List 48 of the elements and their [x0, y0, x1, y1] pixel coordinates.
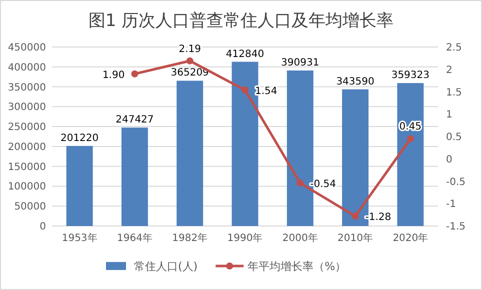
- y2-tick-label: -0.5: [446, 176, 466, 188]
- y2-tick-label: 2: [446, 64, 452, 76]
- y-tick-label: 100000: [8, 182, 46, 193]
- y2-tick-label: 0: [446, 154, 452, 166]
- legend-label: 常住人口(人): [134, 260, 198, 273]
- data-label: 359323: [391, 70, 430, 82]
- y2-tick-label: 1: [446, 110, 452, 121]
- point: [242, 86, 248, 94]
- bar: [66, 146, 93, 226]
- data-label: 0.45: [399, 122, 422, 133]
- chart-title: 图1 历次人口普查常住人口及年均增长率: [88, 11, 394, 31]
- point: [406, 135, 414, 142]
- data-label: 1.90: [102, 70, 125, 81]
- y2-tick-label: 0.5: [446, 132, 462, 143]
- x-tick-label: 1953年: [62, 232, 98, 244]
- bar: [176, 80, 204, 226]
- x-tick-label: 2000年: [282, 232, 318, 244]
- y2-tick-label: -1.5: [446, 222, 466, 232]
- y-tick-label: 0: [40, 222, 46, 232]
- bar: [121, 128, 148, 226]
- point: [186, 57, 194, 64]
- bar: [397, 83, 424, 226]
- y-tick-label: 250000: [8, 122, 46, 134]
- y2-tick-label: 1.5: [446, 87, 462, 98]
- x-tick-label: 2020年: [392, 232, 428, 244]
- data-label: 390931: [281, 57, 320, 68]
- data-label: 343590: [336, 76, 374, 88]
- y-tick-label: 150000: [8, 162, 46, 173]
- y-tick-label: 400000: [8, 62, 46, 74]
- x-tick-label: 2010年: [338, 232, 374, 244]
- point: [296, 180, 304, 187]
- y2-tick-label: -1: [446, 199, 456, 210]
- point: [131, 70, 138, 78]
- x-tick-label: 1990年: [227, 232, 263, 244]
- data-label: 412840: [226, 48, 264, 60]
- y2-tick-label: 2.5: [446, 42, 462, 54]
- data-label: 201220: [60, 132, 99, 144]
- legend-label: 年平均增长率（%）: [248, 260, 346, 273]
- point: [352, 212, 359, 220]
- x-tick-label: 1964年: [116, 232, 152, 244]
- data-label: 247427: [116, 114, 154, 126]
- y-tick-label: 200000: [8, 142, 46, 153]
- y-tick-label: 350000: [8, 82, 46, 94]
- x-tick-label: 1982年: [172, 232, 208, 244]
- data-label: 2.19: [178, 44, 201, 55]
- y-tick-label: 450000: [8, 42, 46, 54]
- y-tick-label: 50000: [14, 202, 46, 213]
- y-tick-label: 300000: [8, 102, 46, 114]
